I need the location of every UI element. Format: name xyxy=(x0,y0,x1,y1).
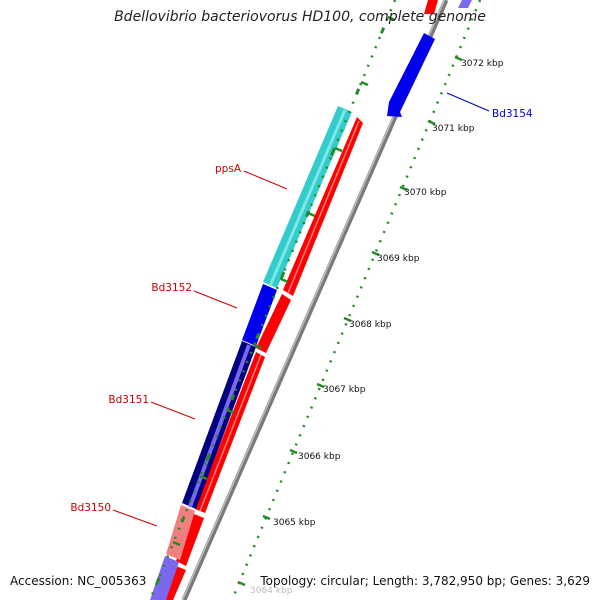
genome-summary: Topology: circular; Length: 3,782,950 bp… xyxy=(260,574,590,588)
feature-red-block-2 xyxy=(256,294,291,353)
gene-label-bd3151[interactable]: Bd3151 xyxy=(108,394,149,406)
tick-label-3069: 3069 kbp xyxy=(377,254,420,264)
accession-label: Accession: NC_005363 xyxy=(10,574,147,588)
tick-label-3071: 3071 kbp xyxy=(432,124,475,134)
tick-label-3064: 3064 kbp xyxy=(250,586,293,596)
tick-label-3068: 3068 kbp xyxy=(349,320,392,330)
feature-red-block-4 xyxy=(176,514,204,566)
gene-label-bd3154[interactable]: Bd3154 xyxy=(492,108,533,120)
feature-purple-segment xyxy=(150,556,179,600)
left-ruler xyxy=(148,0,397,600)
tick-label-3066: 3066 kbp xyxy=(298,452,341,462)
feature-bd3152-segment xyxy=(242,284,277,346)
gene-label-ppsA[interactable]: ppsA xyxy=(215,163,242,175)
tick-label-3067: 3067 kbp xyxy=(323,385,366,395)
tick-label-3070: 3070 kbp xyxy=(404,188,447,198)
feature-bd3150-segment xyxy=(166,505,195,560)
page-title: Bdellovibrio bacteriovorus HD100, comple… xyxy=(114,9,486,25)
gene-leaders xyxy=(112,92,490,527)
feature-top-purple xyxy=(458,0,472,8)
feature-top-red xyxy=(424,0,438,14)
right-ruler xyxy=(230,0,482,600)
gene-label-bd3152[interactable]: Bd3152 xyxy=(151,282,192,294)
left-ruler-ticks xyxy=(172,15,396,547)
tick-label-3072: 3072 kbp xyxy=(461,59,504,69)
feature-bd3154 xyxy=(387,33,435,117)
scale-major-ticks xyxy=(237,55,463,587)
scale-labels: 3072 kbp 3071 kbp 3070 kbp 3069 kbp 3068… xyxy=(250,59,504,596)
gene-label-bd3150[interactable]: Bd3150 xyxy=(70,502,111,514)
tick-label-3065: 3065 kbp xyxy=(273,518,316,528)
